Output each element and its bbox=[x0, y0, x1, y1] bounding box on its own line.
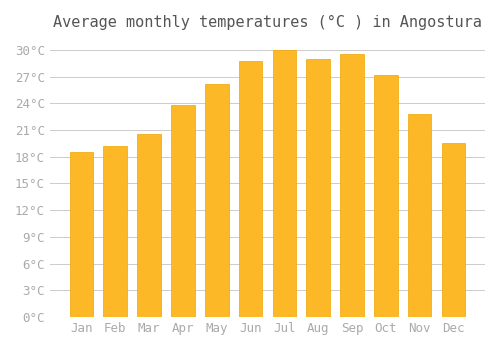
Bar bbox=[374, 75, 398, 317]
Bar bbox=[340, 54, 364, 317]
Bar bbox=[408, 114, 432, 317]
Bar bbox=[205, 84, 229, 317]
Bar bbox=[138, 134, 161, 317]
Bar bbox=[104, 146, 127, 317]
Title: Average monthly temperatures (°C ) in Angostura: Average monthly temperatures (°C ) in An… bbox=[53, 15, 482, 30]
Bar bbox=[171, 105, 194, 317]
Bar bbox=[70, 152, 94, 317]
Bar bbox=[442, 144, 465, 317]
Bar bbox=[272, 50, 296, 317]
Bar bbox=[238, 61, 262, 317]
Bar bbox=[306, 59, 330, 317]
